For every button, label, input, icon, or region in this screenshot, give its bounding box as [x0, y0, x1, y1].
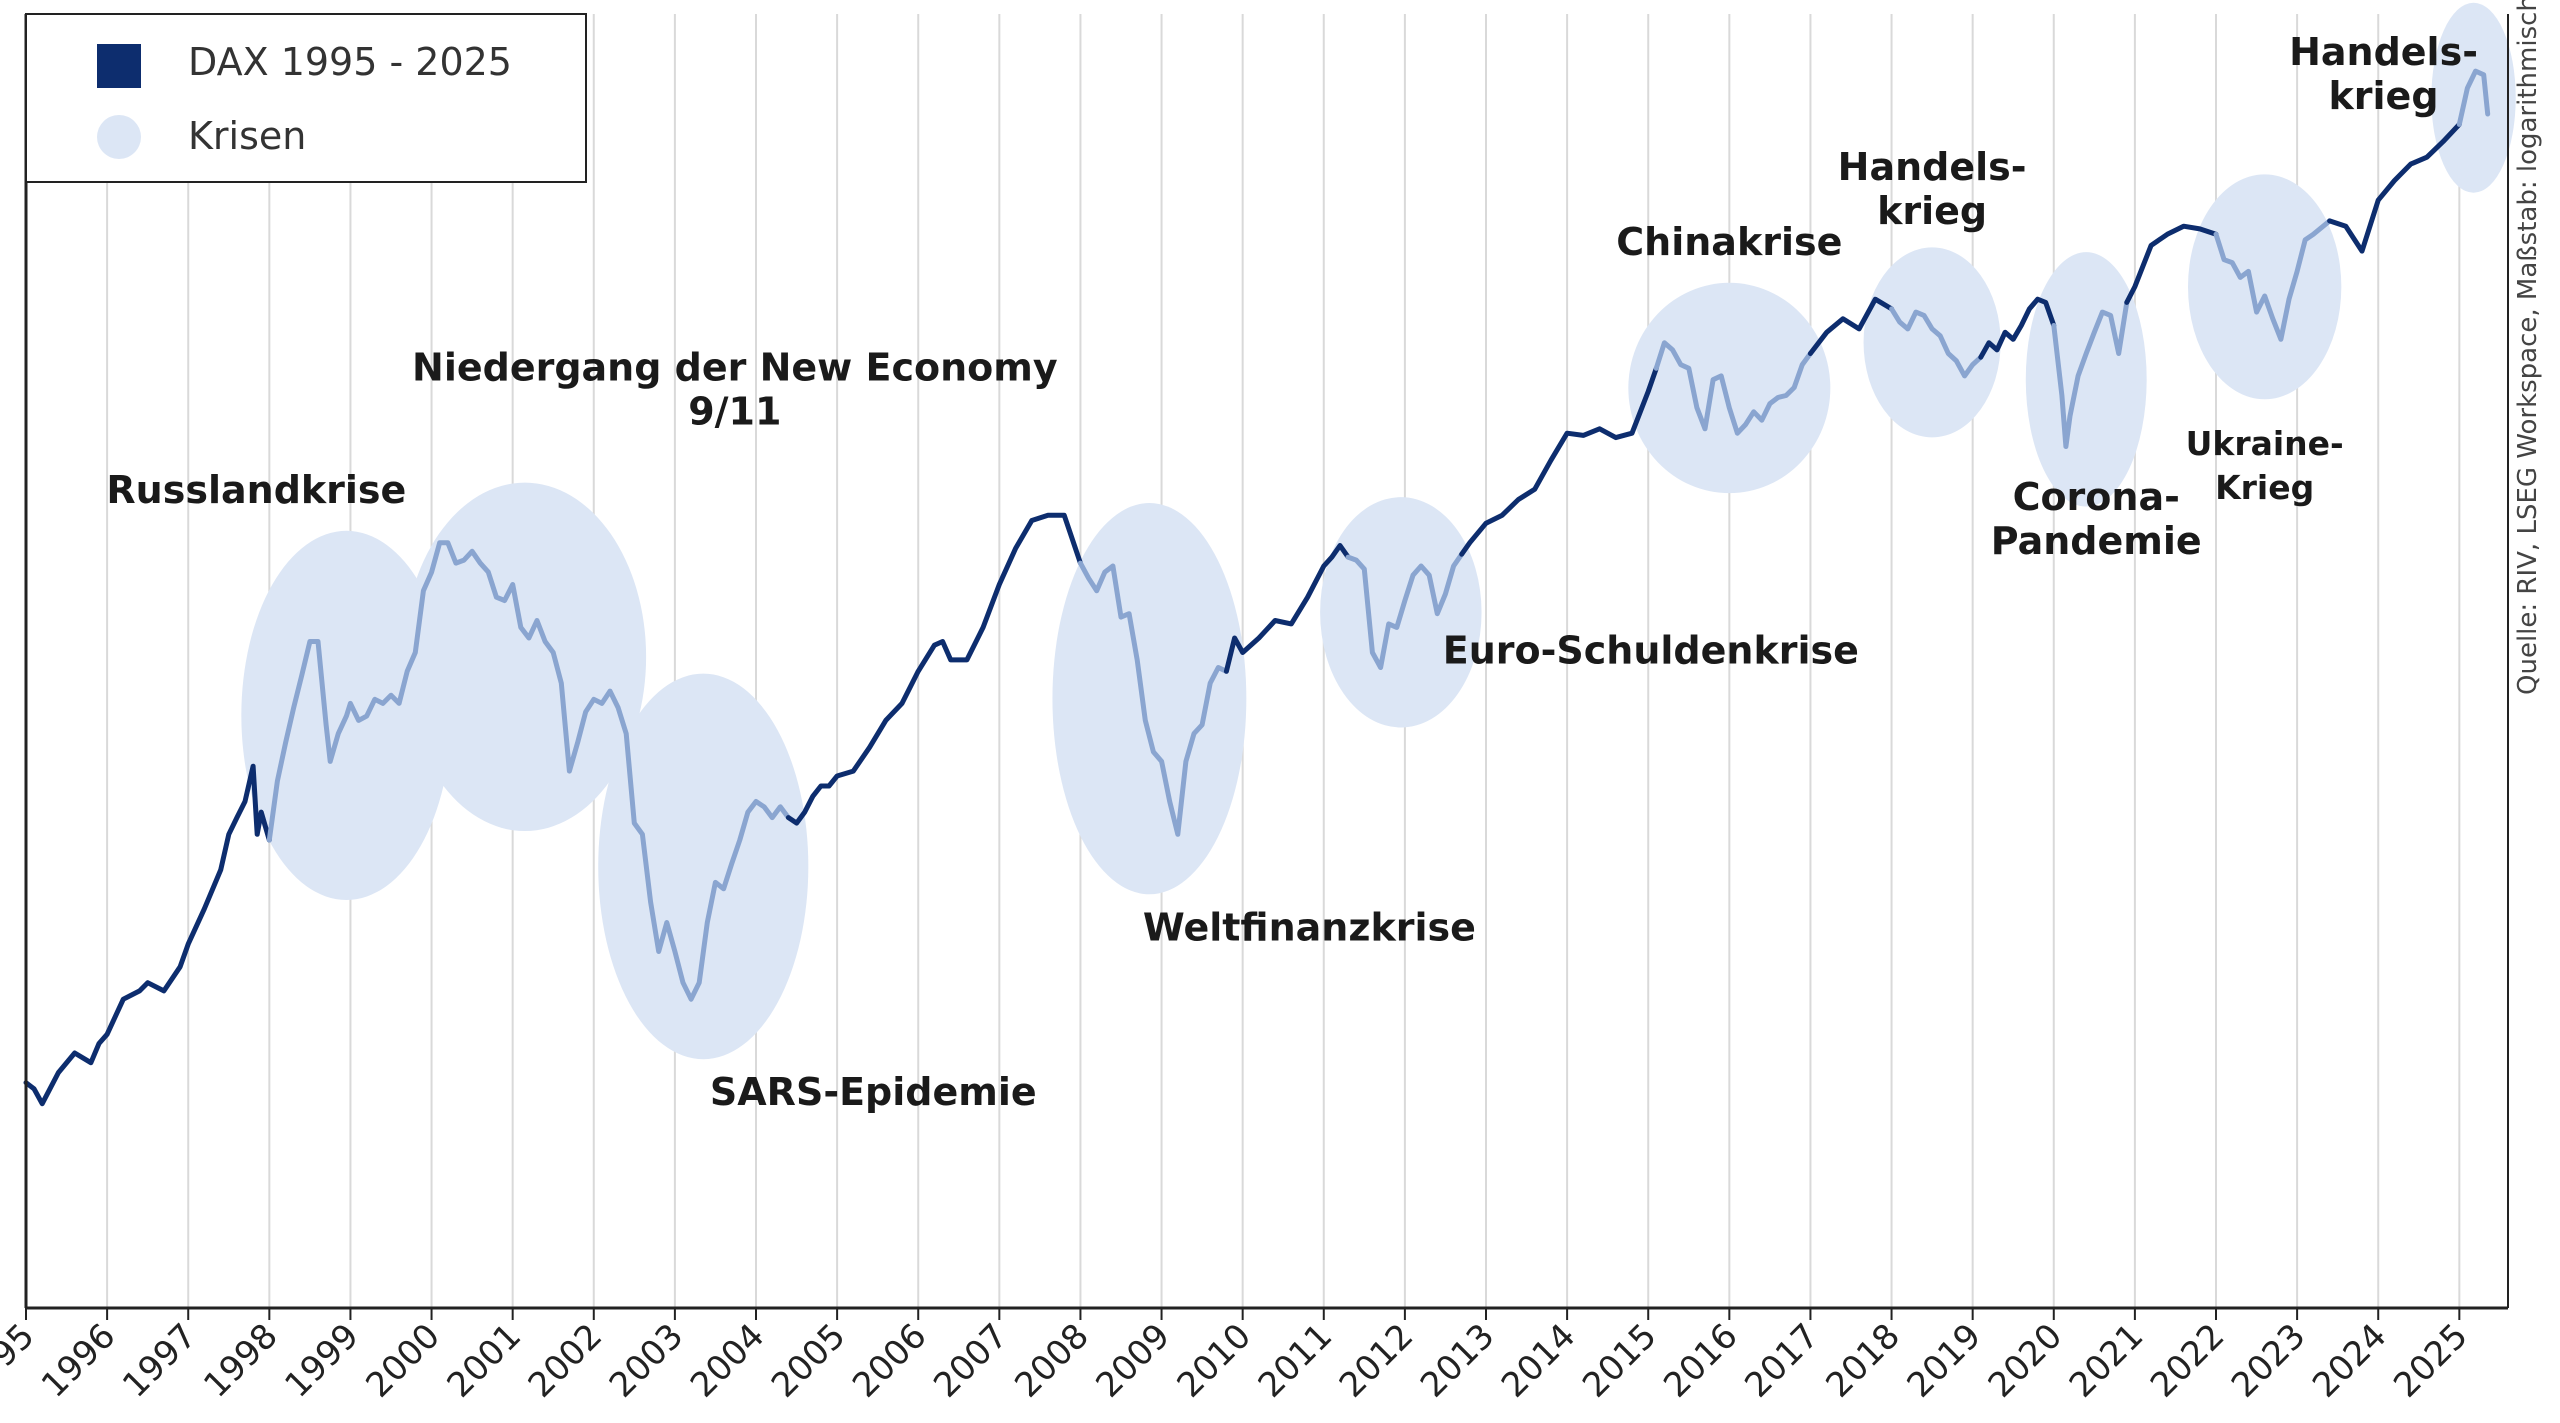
series-crisis-segment-7	[1653, 340, 1813, 436]
series-segment-0	[23, 763, 272, 1107]
crisis-ellipse-9	[2431, 2, 2516, 193]
series-crisis-segment-1	[266, 540, 791, 1002]
crisis-label-6: Handels-krieg	[1838, 145, 2027, 233]
series-crisis-segment-11	[2051, 299, 2130, 449]
x-tick-label-1995: 1995	[0, 1316, 42, 1405]
crisis-label-5: Chinakrise	[1616, 220, 1842, 264]
x-tick-label-2024: 2024	[2305, 1316, 2394, 1405]
x-tick-label-2003: 2003	[602, 1316, 691, 1405]
series-crisis-segment-15	[2456, 68, 2491, 127]
x-tick-label-2005: 2005	[764, 1316, 853, 1405]
series-crisis-segment-13	[2213, 218, 2333, 342]
x-tick-label-2023: 2023	[2224, 1316, 2313, 1405]
x-tick-label-2021: 2021	[2062, 1316, 2151, 1405]
crisis-ellipse-7	[2025, 252, 2147, 507]
legend-label-krisen: Krisen	[188, 114, 306, 158]
series-segment-4	[1223, 543, 1351, 674]
x-tick-label-2020: 2020	[1981, 1316, 2070, 1405]
x-tick-label-1996: 1996	[34, 1316, 123, 1405]
x-axis-ticks: 1995199619971998199920002001200220032004…	[0, 1308, 2476, 1406]
x-tick-label-2017: 2017	[1737, 1316, 1826, 1405]
x-tick-label-2013: 2013	[1413, 1316, 1502, 1405]
x-tick-label-2025: 2025	[2386, 1316, 2475, 1405]
crisis-ellipse-8	[2188, 174, 2342, 400]
x-tick-label-2015: 2015	[1575, 1316, 1664, 1405]
crisis-ellipse-6	[1863, 247, 2001, 438]
x-tick-label-2019: 2019	[1900, 1316, 1989, 1405]
x-tick-label-2011: 2011	[1251, 1316, 1340, 1405]
crisis-ellipse-3	[1052, 503, 1247, 895]
x-tick-label-2007: 2007	[926, 1316, 1015, 1405]
x-tick-label-2004: 2004	[683, 1316, 772, 1405]
axes	[24, 14, 2509, 1310]
x-tick-label-2018: 2018	[1818, 1316, 1907, 1405]
series-crisis-segment-9	[1889, 306, 1984, 379]
legend-swatch-dax	[97, 44, 141, 88]
x-tick-label-2016: 2016	[1656, 1316, 1745, 1405]
crisis-label-3: Weltfinanzkrise	[1143, 905, 1476, 949]
series-crisis-segment-3	[1077, 560, 1229, 837]
x-tick-label-2006: 2006	[845, 1316, 934, 1405]
crisis-label-2: SARS-Epidemie	[710, 1070, 1037, 1114]
x-tick-label-2008: 2008	[1007, 1316, 1096, 1405]
x-tick-label-2002: 2002	[521, 1316, 610, 1405]
x-tick-label-2010: 2010	[1170, 1316, 1259, 1405]
crisis-ellipse-1	[403, 482, 647, 832]
dax-series	[23, 68, 2491, 1107]
x-tick-label-1999: 1999	[277, 1316, 366, 1405]
series-segment-2	[785, 512, 1083, 826]
crisis-label-9: Handels-krieg	[2289, 30, 2478, 118]
x-tick-label-2000: 2000	[358, 1316, 447, 1405]
crisis-ellipse-2	[598, 673, 809, 1060]
series-segment-14	[2327, 121, 2462, 254]
legend-label-dax: DAX 1995 - 2025	[188, 40, 512, 84]
crisis-label-8: Ukraine-Krieg	[2186, 424, 2344, 507]
source-note: Quelle: RIV, LSEG Workspace, Maßstab: lo…	[2513, 0, 2543, 695]
legend-swatch-krisen	[97, 115, 141, 159]
x-tick-label-2001: 2001	[440, 1316, 529, 1405]
crisis-label-4: Euro-Schuldenkrise	[1443, 629, 1859, 673]
series-crisis-segment-5	[1345, 551, 1465, 670]
x-tick-label-2012: 2012	[1332, 1316, 1421, 1405]
x-tick-label-1997: 1997	[115, 1316, 204, 1405]
crisis-label-0: Russlandkrise	[106, 468, 406, 512]
series-segment-10	[1978, 296, 2057, 360]
crisis-ellipse-5	[1628, 282, 1831, 494]
legend: DAX 1995 - 2025 Krisen	[25, 13, 587, 183]
crisis-label-7: Corona-Pandemie	[1991, 475, 2202, 563]
crisis-label-1: Niedergang der New Economy 9/11	[412, 346, 1058, 434]
x-tick-label-1998: 1998	[196, 1316, 285, 1405]
series-segment-6	[1459, 365, 1659, 557]
x-tick-label-2022: 2022	[2143, 1316, 2232, 1405]
series-segment-12	[2124, 223, 2219, 305]
series-segment-8	[1807, 296, 1895, 356]
x-tick-label-2009: 2009	[1088, 1316, 1177, 1405]
x-tick-label-2014: 2014	[1494, 1316, 1583, 1405]
